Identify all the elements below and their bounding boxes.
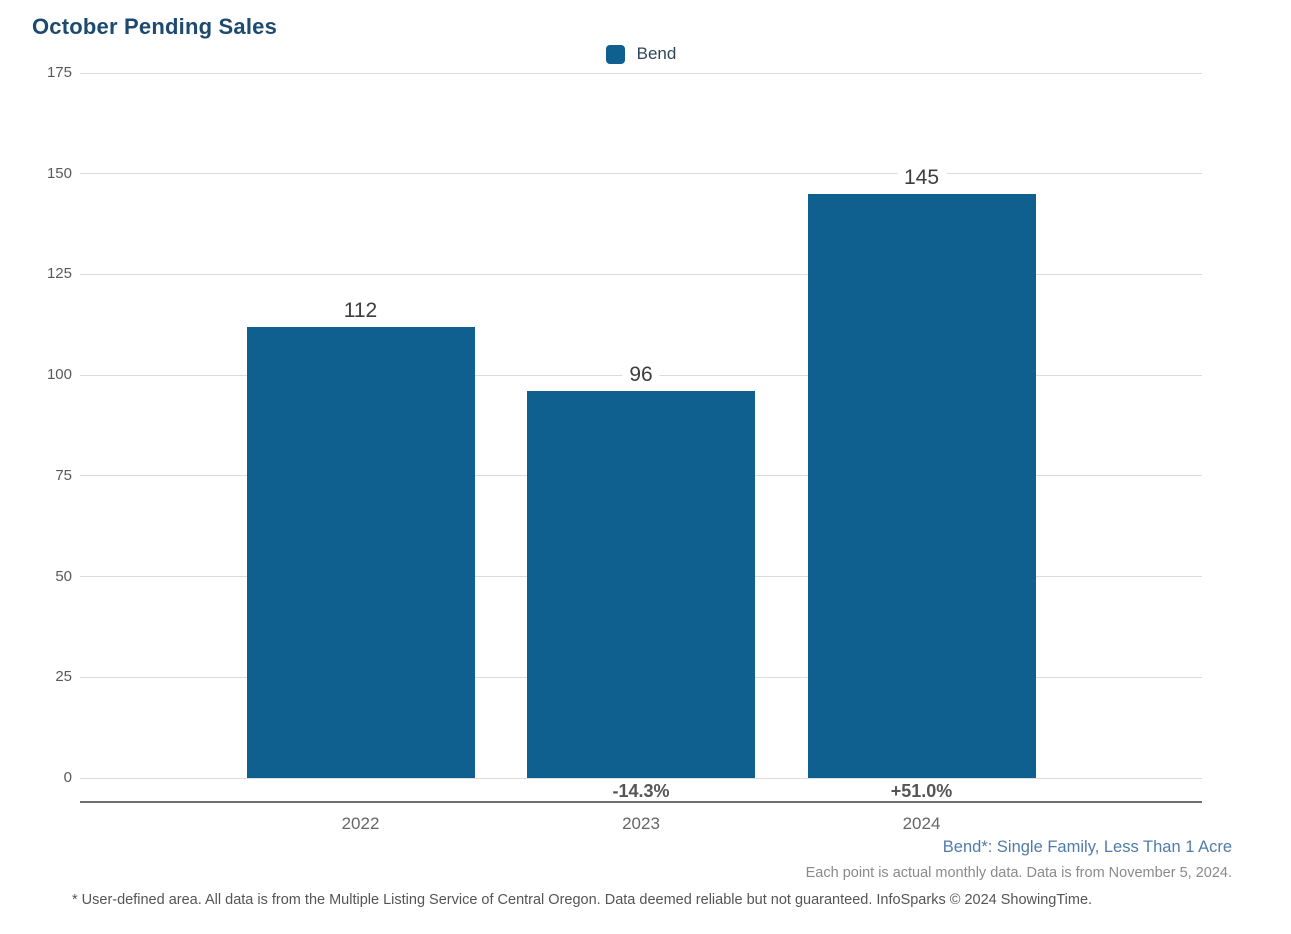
y-axis-tick-label: 75 [55, 466, 72, 484]
y-axis-tick-label: 50 [55, 567, 72, 585]
x-axis-category-label: 2023 [622, 814, 660, 833]
y-axis-tick-label: 125 [46, 265, 72, 283]
x-axis-category-label: 2024 [902, 814, 941, 833]
gridline [80, 273, 1202, 275]
y-axis-tick-label: 150 [46, 164, 72, 182]
pct-change-label: -14.3% [612, 781, 670, 801]
y-axis-tick-label: 175 [46, 64, 72, 81]
gridline [80, 173, 1202, 175]
plot-area: 112 96 145 [80, 72, 1202, 779]
series-definition-note: Bend*: Single Family, Less Than 1 Acre [942, 838, 1232, 856]
data-freshness-note: Each point is actual monthly data. Data … [805, 865, 1232, 881]
y-axis-tick-label: 100 [46, 366, 72, 384]
bar-value-label: 112 [336, 297, 385, 324]
bar-2022[interactable] [246, 326, 475, 778]
legend-label: Bend [636, 44, 677, 63]
gridline [80, 777, 1202, 779]
bar-value-label: 96 [622, 362, 660, 389]
y-axis-tick-label: 25 [55, 668, 72, 686]
x-axis-category-label: 2022 [341, 814, 380, 833]
disclaimer-text: * User-defined area. All data is from th… [72, 892, 1093, 908]
x-axis-line [80, 801, 1202, 803]
bar-2024[interactable] [807, 193, 1036, 778]
gridline [80, 72, 1202, 74]
legend[interactable]: Bend [80, 44, 1202, 64]
legend-swatch-icon [605, 44, 625, 64]
y-axis-tick-label: 0 [63, 769, 72, 786]
pct-change-label: +51.0% [890, 781, 953, 801]
page-title: October Pending Sales [32, 14, 278, 39]
bar-value-label: 145 [896, 164, 947, 191]
bar-2023[interactable] [527, 391, 755, 778]
